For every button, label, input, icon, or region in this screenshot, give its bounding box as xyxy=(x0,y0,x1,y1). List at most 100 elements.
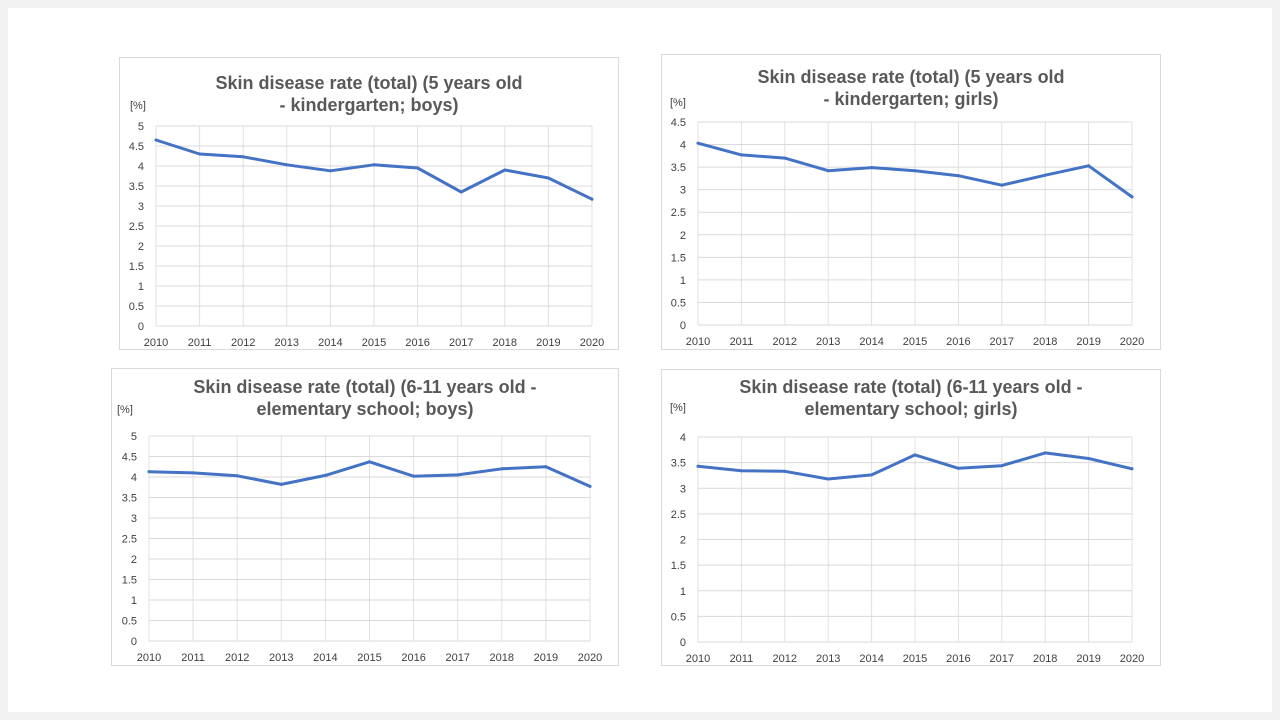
x-tick-label: 2016 xyxy=(401,652,425,664)
y-tick-label: 4 xyxy=(138,161,144,173)
y-tick-label: 1.5 xyxy=(671,252,686,264)
data-point xyxy=(870,473,874,477)
y-tick-label: 3 xyxy=(131,513,137,525)
x-tick-label: 2020 xyxy=(1120,336,1144,348)
x-tick-label: 2018 xyxy=(490,652,514,664)
data-point xyxy=(147,470,151,474)
x-tick-label: 2011 xyxy=(730,653,754,665)
x-tick-label: 2019 xyxy=(534,652,558,664)
data-point xyxy=(588,484,592,488)
y-tick-label: 3.5 xyxy=(129,181,144,193)
data-point xyxy=(500,467,504,471)
data-point xyxy=(1000,183,1004,187)
data-point xyxy=(696,141,700,145)
y-tick-label: 1 xyxy=(138,281,144,293)
data-point xyxy=(416,166,420,170)
line-plot: 0 0.5 1 1.5 2 2.5 3 3.5 4 2010 2011 2012 2013 2014 201… xyxy=(671,432,1145,665)
x-tick-label: 2017 xyxy=(449,337,473,349)
y-tick-label: 0 xyxy=(680,320,686,332)
x-tick-label: 2019 xyxy=(1076,653,1100,665)
x-tick-label: 2018 xyxy=(493,337,517,349)
y-tick-label: 3 xyxy=(680,185,686,197)
y-tick-label: 4 xyxy=(131,472,137,484)
data-point xyxy=(956,466,960,470)
data-point xyxy=(503,168,507,172)
data-point xyxy=(870,166,874,170)
y-tick-label: 0 xyxy=(138,321,144,333)
data-point xyxy=(546,176,550,180)
y-tick-label: 0 xyxy=(680,637,686,649)
x-tick-label: 2017 xyxy=(990,336,1014,348)
data-point xyxy=(279,482,283,486)
x-tick-label: 2019 xyxy=(536,337,560,349)
y-tick-label: 5 xyxy=(131,431,137,443)
y-tick-label: 1.5 xyxy=(129,261,144,273)
x-tick-label: 2011 xyxy=(181,652,205,664)
data-point xyxy=(235,474,239,478)
x-tick-label: 2016 xyxy=(946,653,970,665)
data-point xyxy=(590,197,594,201)
x-tick-label: 2015 xyxy=(903,653,927,665)
y-tick-label: 0.5 xyxy=(129,301,144,313)
x-tick-label: 2010 xyxy=(686,336,710,348)
chart-title: Skin disease rate (total) (5 years old -… xyxy=(757,67,1065,109)
y-tick-label: 1 xyxy=(680,586,686,598)
y-tick-label: 4.5 xyxy=(671,117,686,129)
y-tick-label: 1.5 xyxy=(122,575,137,587)
chart-panel-kindergarten-girls: Skin disease rate (total) (5 years old -… xyxy=(661,54,1161,350)
y-tick-label: 4.5 xyxy=(122,452,137,464)
x-tick-label: 2016 xyxy=(405,337,429,349)
data-point xyxy=(956,174,960,178)
y-tick-label: 1.5 xyxy=(671,560,686,572)
y-tick-label: 4 xyxy=(680,140,686,152)
data-point xyxy=(1043,451,1047,455)
x-tick-label: 2015 xyxy=(903,336,927,348)
y-tick-label: 2.5 xyxy=(129,221,144,233)
data-point xyxy=(739,153,743,157)
x-tick-label: 2020 xyxy=(1120,653,1144,665)
data-point xyxy=(368,460,371,464)
x-tick-label: 2018 xyxy=(1033,336,1057,348)
data-point xyxy=(241,155,245,159)
y-tick-label: 2 xyxy=(131,554,137,566)
data-point xyxy=(1087,457,1091,461)
data-point xyxy=(826,169,830,173)
x-tick-label: 2015 xyxy=(362,337,386,349)
y-tick-label: 0.5 xyxy=(671,297,686,309)
x-tick-label: 2014 xyxy=(318,337,342,349)
x-tick-label: 2017 xyxy=(445,652,469,664)
data-point xyxy=(913,453,917,457)
x-tick-label: 2013 xyxy=(816,653,840,665)
x-tick-label: 2018 xyxy=(1033,653,1057,665)
x-tick-label: 2010 xyxy=(137,652,161,664)
y-tick-label: 3.5 xyxy=(122,493,137,505)
chart-panel-elementary-girls: Skin disease rate (total) (6-11 years ol… xyxy=(661,369,1161,666)
y-tick-label: 4.5 xyxy=(129,141,144,153)
chart-panel-kindergarten-boys: Skin disease rate (total) (5 years old -… xyxy=(119,57,619,350)
y-tick-label: 3.5 xyxy=(671,162,686,174)
y-tick-label: 0.5 xyxy=(122,616,137,628)
x-tick-label: 2014 xyxy=(313,652,337,664)
line-plot: 0 0.5 1 1.5 2 2.5 3 3.5 4 4.5 5 2010 2011 2012 2013 201… xyxy=(129,121,605,349)
data-point xyxy=(191,471,195,475)
y-tick-label: 2 xyxy=(680,230,686,242)
x-tick-label: 2015 xyxy=(357,652,381,664)
y-tick-label: 3 xyxy=(138,201,144,213)
x-tick-label: 2012 xyxy=(773,653,797,665)
y-tick-label: 2.5 xyxy=(122,534,137,546)
y-tick-label: 3.5 xyxy=(671,458,686,470)
y-tick-label: 2 xyxy=(138,241,144,253)
data-point xyxy=(459,190,463,194)
x-tick-label: 2012 xyxy=(773,336,797,348)
data-point xyxy=(328,169,332,173)
x-tick-label: 2013 xyxy=(269,652,293,664)
data-point xyxy=(1130,467,1134,471)
x-tick-label: 2017 xyxy=(990,653,1014,665)
chart-title: Skin disease rate (total) (6-11 years ol… xyxy=(193,377,537,419)
data-point xyxy=(1087,164,1091,168)
data-point xyxy=(696,464,700,468)
data-point xyxy=(372,163,376,167)
chart-title: Skin disease rate (total) (6-11 years ol… xyxy=(739,377,1083,419)
y-axis-label: [%] xyxy=(670,97,686,109)
x-tick-label: 2011 xyxy=(730,336,754,348)
